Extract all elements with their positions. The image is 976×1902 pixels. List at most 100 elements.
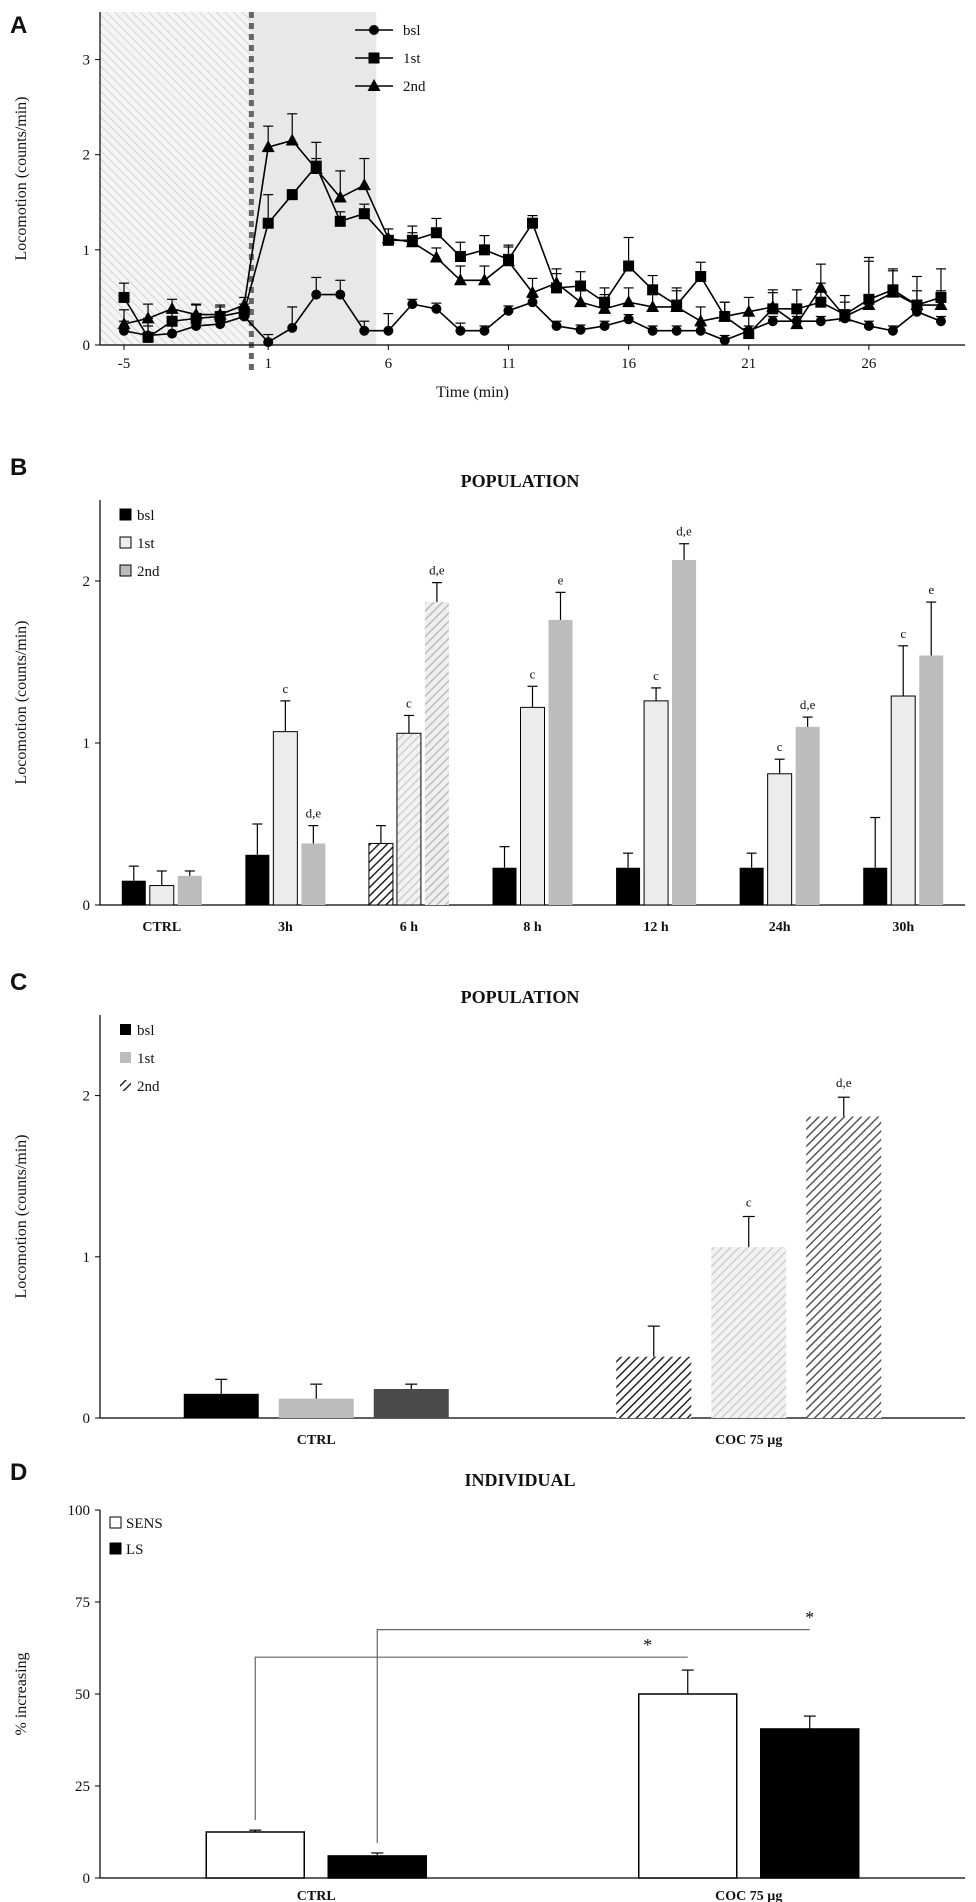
- significance-label: c: [777, 739, 783, 754]
- legend-swatch-SENS: [109, 1516, 122, 1529]
- bar-SENS: [205, 1831, 305, 1879]
- y-tick-label: 1: [83, 736, 91, 752]
- category-label: 3h: [278, 920, 293, 935]
- panel-letter-d: D: [10, 1459, 27, 1486]
- data-point-bsl: [647, 325, 658, 336]
- data-point-2nd: [550, 276, 564, 289]
- data-point-2nd: [622, 295, 636, 308]
- data-point-2nd: [670, 299, 684, 312]
- data-point-1st: [334, 215, 346, 227]
- series-2nd: [117, 113, 948, 330]
- data-point-1st: [238, 306, 250, 318]
- panel-letter-b: B: [10, 454, 27, 481]
- legend-swatch-2nd: [120, 1080, 131, 1091]
- shaded-region-hatched: [100, 12, 252, 345]
- bar-1st: [278, 1398, 354, 1418]
- data-point-2nd: [117, 317, 131, 330]
- y-tick-label: 2: [83, 148, 91, 164]
- category-label: 24h: [769, 920, 791, 935]
- data-point-2nd: [862, 298, 876, 311]
- data-point-2nd: [574, 295, 588, 308]
- legend-marker-1st: [368, 52, 380, 64]
- legend-label-1st: 1st: [137, 536, 155, 552]
- data-point-1st: [647, 284, 659, 296]
- data-point-2nd: [309, 161, 323, 174]
- y-tick-label: 2: [83, 574, 91, 590]
- data-point-2nd: [694, 314, 708, 327]
- category-label: COC 75 µg: [715, 1433, 782, 1448]
- legend-label-2nd: 2nd: [137, 564, 160, 580]
- y-tick-label: 0: [83, 1871, 91, 1887]
- category-label: CTRL: [297, 1889, 336, 1902]
- x-axis-title: Time (min): [436, 384, 509, 401]
- data-point-2nd: [285, 133, 299, 146]
- category-label: 8 h: [523, 920, 542, 935]
- significance-label: c: [746, 1195, 752, 1210]
- panel-letter-c: C: [10, 969, 27, 996]
- category-label: COC 75 µg: [715, 1889, 782, 1902]
- data-point-bsl: [407, 299, 418, 310]
- panel-b-bar-chart: POPULATION 0 1 2 Locomotion (counts/min) CTRL…: [13, 471, 965, 935]
- legend-swatch-LS: [109, 1542, 122, 1555]
- legend-label-SENS: SENS: [126, 1516, 163, 1532]
- significance-label: c: [282, 681, 288, 696]
- legend-label-2nd: 2nd: [137, 1079, 160, 1095]
- y-tick-label: 1: [83, 1250, 91, 1266]
- panel-letter-a: A: [10, 12, 27, 39]
- data-point-1st: [262, 217, 274, 229]
- significance-bracket: [376, 1629, 810, 1843]
- data-point-2nd: [237, 298, 251, 311]
- data-point-1st: [478, 244, 490, 256]
- data-point-1st: [743, 328, 755, 340]
- y-tick-label: 1: [83, 243, 91, 259]
- bar-bsl: [121, 880, 146, 905]
- x-tick-label: 26: [861, 356, 877, 372]
- data-point-1st: [118, 291, 130, 303]
- y-tick-label: 75: [75, 1595, 90, 1611]
- legend-swatch-bsl: [119, 508, 132, 521]
- bar-bsl: [616, 867, 641, 905]
- data-point-bsl: [167, 328, 178, 339]
- legend-label-1st: 1st: [137, 1051, 155, 1067]
- y-tick-label: 0: [83, 338, 91, 354]
- data-point-bsl: [431, 303, 442, 314]
- x-tick-label: 6: [385, 356, 393, 372]
- bar-LS: [760, 1728, 860, 1879]
- panel-c-title: POPULATION: [461, 987, 580, 1007]
- data-point-bsl: [599, 320, 610, 331]
- y-tick-label: 0: [83, 1411, 91, 1427]
- y-tick-label: 0: [83, 898, 91, 914]
- category-label: 12 h: [643, 920, 669, 935]
- significance-star: *: [805, 1608, 814, 1628]
- bar-bsl: [492, 867, 517, 905]
- data-point-bsl: [455, 325, 466, 336]
- bar-1st: [396, 732, 422, 906]
- data-point-1st: [623, 260, 635, 272]
- data-point-2nd: [333, 190, 347, 203]
- bar-bsl: [368, 842, 394, 906]
- data-point-bsl: [551, 320, 562, 331]
- legend-label-bsl: bsl: [137, 1023, 155, 1039]
- data-point-1st: [815, 296, 827, 308]
- significance-label: c: [406, 695, 412, 710]
- legend-label-bsl: bsl: [137, 508, 155, 524]
- data-point-bsl: [623, 314, 634, 325]
- significance-label: d,e: [800, 697, 816, 712]
- y-tick-label: 2: [83, 1089, 91, 1105]
- panel-d-title: INDIVIDUAL: [464, 1470, 575, 1490]
- data-point-bsl: [935, 316, 946, 327]
- legend-swatch-1st: [120, 1052, 131, 1063]
- data-point-2nd: [381, 231, 395, 244]
- data-point-2nd: [718, 309, 732, 322]
- data-point-2nd: [429, 250, 443, 263]
- x-tick-label: 16: [621, 356, 637, 372]
- legend-swatch-bsl: [120, 1024, 131, 1035]
- bar-1st: [272, 731, 298, 906]
- data-point-bsl: [335, 289, 346, 300]
- data-point-2nd: [165, 301, 179, 314]
- data-point-2nd: [838, 309, 852, 322]
- data-point-2nd: [526, 285, 539, 298]
- data-point-1st: [286, 189, 298, 201]
- data-point-2nd: [742, 304, 756, 317]
- data-point-2nd: [453, 273, 467, 286]
